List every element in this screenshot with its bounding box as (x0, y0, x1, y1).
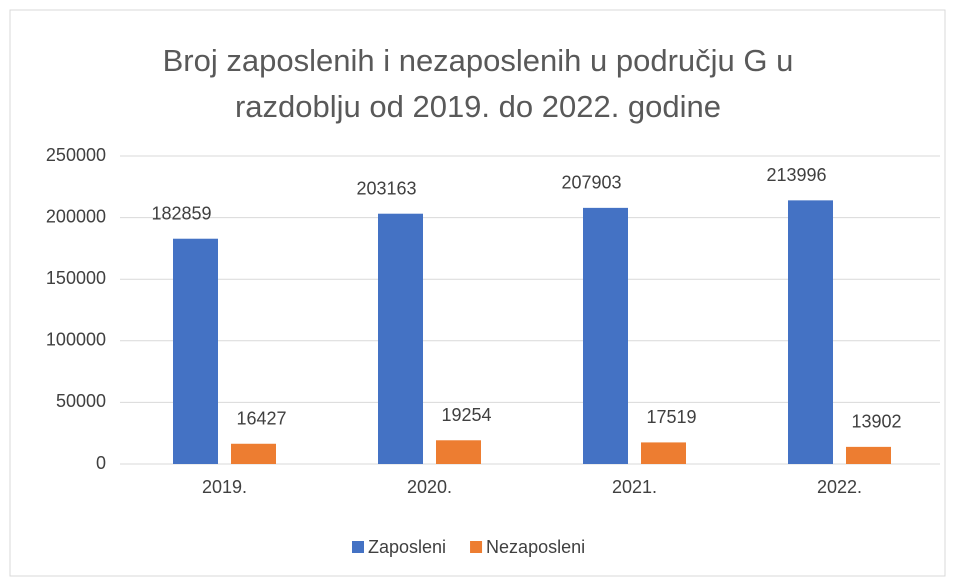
chart-title: Broj zaposlenih i nezaposlenih u područj… (162, 43, 794, 124)
legend-swatch (470, 541, 483, 553)
bar (583, 207, 628, 464)
legend-label: Nezaposleni (486, 537, 585, 557)
bar (173, 238, 218, 464)
x-tick-label: 2022. (817, 477, 862, 497)
value-label: 16427 (236, 409, 286, 429)
bar (788, 200, 833, 464)
value-label: 182859 (151, 203, 211, 223)
bar (436, 440, 481, 464)
bar (231, 443, 276, 464)
value-label: 19254 (441, 405, 491, 425)
y-tick-label: 150000 (46, 268, 106, 288)
x-tick-label: 2019. (202, 477, 247, 497)
bar (641, 442, 686, 464)
bar (846, 446, 891, 464)
y-tick-label: 0 (96, 453, 106, 473)
y-tick-label: 50000 (56, 391, 106, 411)
value-label: 13902 (851, 412, 901, 432)
legend-swatch (352, 541, 364, 553)
value-label: 203163 (356, 178, 416, 198)
y-tick-label: 100000 (46, 330, 106, 350)
y-tick-label: 200000 (46, 206, 106, 226)
legend-label: Zaposleni (368, 537, 446, 557)
value-label: 207903 (561, 173, 621, 193)
bar (378, 213, 423, 464)
x-tick-label: 2020. (407, 477, 452, 497)
y-tick-label: 250000 (46, 145, 106, 165)
value-label: 213996 (766, 165, 826, 185)
x-tick-label: 2021. (612, 477, 657, 497)
value-label: 17519 (646, 407, 696, 427)
